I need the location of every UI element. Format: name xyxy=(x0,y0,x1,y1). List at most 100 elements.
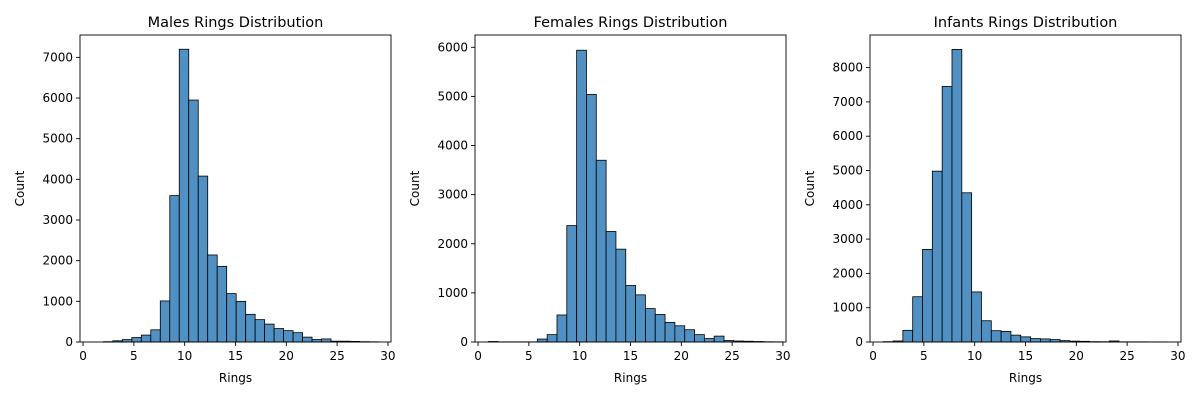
histogram-bar xyxy=(645,308,656,343)
x-tick-label: 5 xyxy=(920,349,928,363)
x-tick-label: 5 xyxy=(525,349,533,363)
histogram-bar xyxy=(664,321,676,343)
histogram-bar xyxy=(273,328,285,343)
y-tick-label: 6000 xyxy=(437,40,468,54)
x-tick-label: 15 xyxy=(1018,349,1033,363)
x-tick-label: 25 xyxy=(329,349,344,363)
x-tick-label: 10 xyxy=(967,349,982,363)
histogram-bar xyxy=(981,320,992,343)
histogram-bar xyxy=(902,329,914,343)
histogram-bar xyxy=(684,329,695,343)
histogram-bar xyxy=(605,231,617,343)
histogram-bar xyxy=(556,314,568,343)
x-tick-label: 20 xyxy=(1069,349,1084,363)
histogram-bar xyxy=(283,330,294,343)
x-tick-label: 0 xyxy=(869,349,877,363)
y-axis-label: Count xyxy=(803,170,817,206)
histogram-bar xyxy=(169,195,180,343)
histogram-bar xyxy=(595,159,607,343)
y-tick-label: 6000 xyxy=(832,129,863,143)
histogram-bar xyxy=(625,285,636,343)
x-tick-label: 30 xyxy=(775,349,790,363)
y-tick-label: 2000 xyxy=(437,237,468,251)
x-tick-label: 10 xyxy=(177,349,192,363)
x-tick-label: 5 xyxy=(130,349,138,363)
histogram-bar xyxy=(971,291,982,343)
histogram-bar xyxy=(302,336,313,343)
histogram-bar xyxy=(264,323,275,343)
histogram-bar xyxy=(961,192,973,343)
chart-title: Infants Rings Distribution xyxy=(934,15,1118,31)
histogram-bar xyxy=(713,335,725,343)
histogram-bar xyxy=(912,296,923,343)
y-tick-label: 2000 xyxy=(42,254,73,268)
x-axis-label: Rings xyxy=(614,371,647,385)
x-tick-label: 25 xyxy=(724,349,739,363)
y-axis-label: Count xyxy=(13,170,27,206)
histogram-bar xyxy=(226,293,237,343)
histogram-bar xyxy=(1000,330,1012,343)
y-tick-label: 8000 xyxy=(832,61,863,75)
histogram-bar xyxy=(635,294,646,343)
y-axis-label: Count xyxy=(408,170,422,206)
histogram-bar xyxy=(197,175,209,343)
x-tick-label: 10 xyxy=(572,349,587,363)
histogram-bar xyxy=(1020,336,1031,343)
histogram-bar xyxy=(566,225,578,343)
x-tick-label: 15 xyxy=(228,349,243,363)
chart-title: Males Rings Distribution xyxy=(148,15,324,31)
y-tick-label: 1000 xyxy=(832,301,863,315)
histogram-bar xyxy=(931,170,943,343)
histogram-bar xyxy=(941,86,953,343)
chart-panel-3: 0 5 10 15 20 25 30 0 1000 2000 3000 4000 5000 6000 700… xyxy=(803,15,1186,385)
histogram-bar xyxy=(235,300,247,343)
histogram-bar xyxy=(615,248,627,343)
histogram-bar xyxy=(546,334,558,343)
histogram-bar xyxy=(131,337,142,343)
histogram-bar xyxy=(674,325,686,343)
chart-title: Females Rings Distribution xyxy=(534,15,728,31)
chart-panel-1: 0 5 10 15 20 25 30 0 1000 2000 3000 4000 5000 6000 700… xyxy=(13,15,396,385)
y-tick-label: 1000 xyxy=(42,294,73,308)
x-tick-label: 15 xyxy=(623,349,638,363)
histogram-bar xyxy=(1030,338,1041,343)
y-tick-label: 7000 xyxy=(832,95,863,109)
x-tick-label: 20 xyxy=(674,349,689,363)
histogram-bar xyxy=(178,48,190,343)
x-tick-label: 0 xyxy=(79,349,87,363)
y-tick-label: 5000 xyxy=(437,89,468,103)
y-tick-label: 0 xyxy=(65,335,73,349)
y-tick-label: 0 xyxy=(460,335,468,349)
chart-panel-2: 0 5 10 15 20 25 30 0 1000 2000 3000 4000 5000 6000 Fem… xyxy=(408,15,791,385)
y-tick-label: 3000 xyxy=(437,188,468,202)
histogram-bar xyxy=(321,338,332,343)
histogram-bar xyxy=(159,300,171,343)
histogram-bar xyxy=(576,49,587,343)
x-tick-label: 25 xyxy=(1119,349,1134,363)
x-tick-label: 20 xyxy=(279,349,294,363)
histogram-bar xyxy=(207,254,218,343)
histogram-bar xyxy=(694,334,705,343)
y-tick-label: 4000 xyxy=(832,198,863,212)
histogram-bar xyxy=(703,338,715,343)
histogram-bar xyxy=(990,330,1002,343)
y-tick-label: 4000 xyxy=(42,172,73,186)
histogram-bar xyxy=(654,314,666,343)
y-tick-label: 3000 xyxy=(42,213,73,227)
histogram-bar xyxy=(922,248,933,343)
x-axis-label: Rings xyxy=(219,371,252,385)
histogram-bar xyxy=(245,313,256,343)
histogram-bar xyxy=(216,265,228,343)
histogram-bar xyxy=(254,319,266,343)
histogram-bar xyxy=(150,329,161,343)
y-tick-label: 3000 xyxy=(832,232,863,246)
histogram-bar xyxy=(140,334,152,343)
x-axis-label: Rings xyxy=(1009,371,1042,385)
y-tick-label: 6000 xyxy=(42,91,73,105)
histogram-bar xyxy=(586,94,597,343)
y-tick-label: 5000 xyxy=(42,132,73,146)
x-tick-label: 30 xyxy=(380,349,395,363)
histogram-bar xyxy=(188,99,199,343)
